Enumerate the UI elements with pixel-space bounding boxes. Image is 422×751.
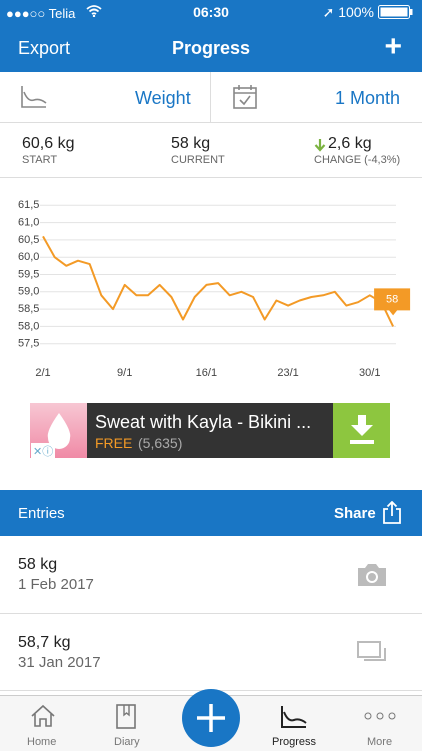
divider: [210, 72, 211, 122]
tab-progress[interactable]: Progress: [272, 736, 317, 748]
metric-selector[interactable]: Weight: [135, 88, 191, 108]
chart-icon: [21, 86, 47, 108]
diary-icon: [116, 704, 136, 729]
export-button[interactable]: Export: [18, 38, 71, 58]
ad-image: ✕ⓘ: [30, 403, 87, 459]
progress-icon: [281, 706, 307, 728]
y-tick-label: 60,5: [18, 234, 39, 246]
ad-title: Sweat with Kayla - Bikini ...: [95, 412, 312, 432]
chart: 57,5 58,0 58,5 59,0 59,5 60,0 60,5 61,0 61,5 2/1 9…: [18, 199, 411, 379]
gallery-icon[interactable]: [356, 640, 388, 666]
x-tick-label: 9/1: [117, 367, 132, 379]
nav-title: Progress: [171, 38, 251, 58]
share-icon: [383, 501, 401, 524]
wifi-icon: [86, 5, 102, 17]
x-tick-label: 23/1: [277, 367, 298, 379]
start-label: START: [22, 154, 58, 166]
ad-ratings: (5,635): [138, 435, 183, 451]
y-tick-label: 58,5: [18, 303, 39, 315]
camera-icon[interactable]: [356, 562, 388, 588]
y-tick-label: 59,5: [18, 268, 39, 280]
battery: 100%: [338, 4, 374, 20]
separator: [0, 613, 422, 614]
x-tick-label: 30/1: [359, 367, 380, 379]
carrier: Telia: [48, 6, 76, 21]
more-icon: [364, 712, 396, 720]
tab-home[interactable]: Home: [27, 736, 57, 748]
ad-price: FREE: [95, 435, 133, 451]
weight-line: [42, 235, 395, 327]
x-tick-label: 2/1: [35, 367, 50, 379]
header: ●●●○○ Telia 06:30 ➚ 100% Export Progress…: [0, 0, 422, 72]
current-label: CURRENT: [171, 154, 225, 166]
y-tick-label: 57,5: [18, 338, 39, 350]
ad-banner[interactable]: ✕ⓘ Sweat with Kayla - Bikini ... FREE (5…: [30, 403, 390, 459]
battery-text: ➚ 100%: [322, 4, 374, 20]
y-tick-label: 60,0: [18, 251, 39, 263]
entries-title: Entries: [18, 505, 65, 522]
start-value: 60,6 kg: [22, 135, 75, 152]
period-selector[interactable]: 1 Month: [335, 88, 401, 108]
entry-weight: 58,7 kg: [18, 634, 71, 651]
tab-diary[interactable]: Diary: [114, 736, 140, 748]
current-value: 58 kg: [171, 135, 211, 152]
entries-header: Entries Share: [0, 490, 422, 536]
x-tick-label: 16/1: [196, 367, 217, 379]
y-tick-label: 58,0: [18, 320, 39, 332]
battery-icon: [378, 5, 413, 19]
drop-icon: [47, 413, 71, 449]
ad-choices[interactable]: ✕ⓘ: [31, 443, 56, 459]
time: 06:30: [193, 4, 229, 20]
y-tick-label: 61,0: [18, 217, 39, 229]
change-label: CHANGE (-4,3%): [314, 154, 401, 166]
down-arrow: [314, 139, 326, 152]
home-icon: [31, 704, 55, 727]
ad-download[interactable]: [333, 403, 390, 458]
calendar-icon: [233, 85, 257, 109]
y-tick-label: 61,5: [18, 199, 39, 211]
separator: [0, 122, 422, 123]
entry-weight: 58 kg: [18, 556, 58, 573]
entry-date: 31 Jan 2017: [18, 654, 101, 671]
add-button[interactable]: +: [384, 30, 402, 63]
separator: [0, 177, 422, 178]
entry-date: 1 Feb 2017: [18, 576, 94, 593]
change-value: 2,6 kg: [328, 135, 372, 152]
download-icon: [350, 415, 374, 444]
signal: ●●●○○ Telia: [6, 6, 76, 21]
value-callout: [374, 288, 411, 316]
add-entry-button[interactable]: [181, 688, 241, 748]
tab-more[interactable]: More: [367, 736, 393, 748]
value-label: 58: [386, 293, 398, 305]
share-button[interactable]: Share: [334, 505, 376, 522]
y-tick-label: 59,0: [18, 286, 39, 298]
